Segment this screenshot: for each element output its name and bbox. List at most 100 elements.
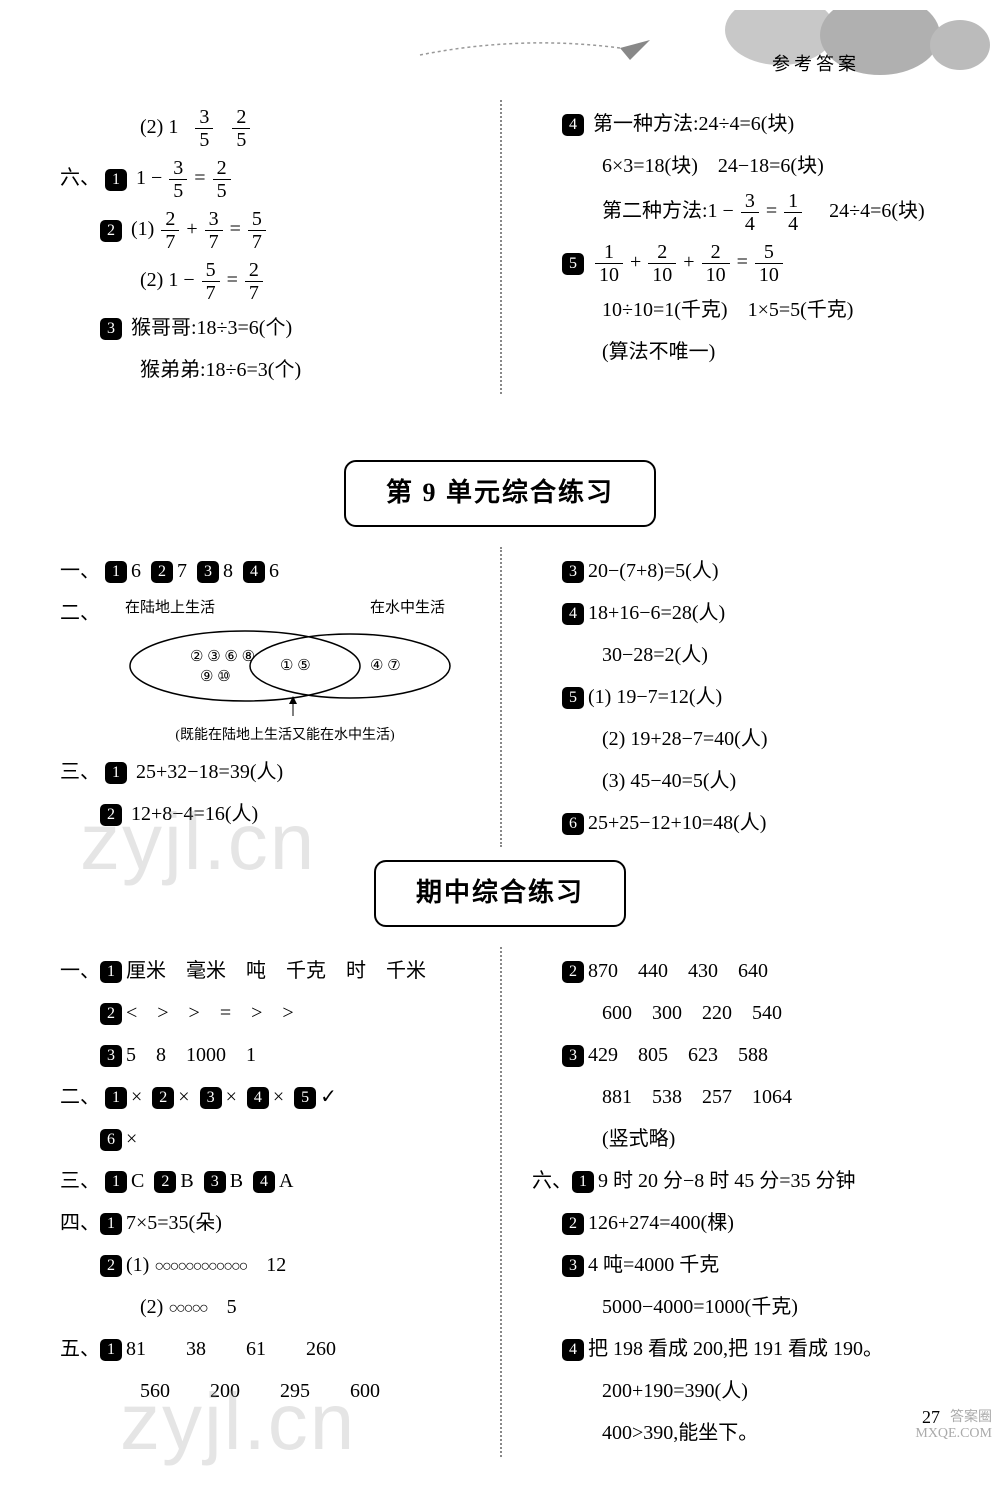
section-title: 期中综合练习 (374, 860, 626, 927)
frac: 25 (232, 106, 250, 151)
txt: (2) 1 (140, 116, 178, 138)
txt: 560 200 295 600 (140, 1380, 380, 1402)
txt: (1) 19−7=12(人) (588, 686, 722, 708)
txt: 30−28=2(人) (602, 644, 708, 666)
badge: 4 (562, 1339, 584, 1361)
frac: 210 (648, 241, 676, 286)
txt: 7×5=35(朵) (126, 1212, 222, 1234)
txt: (3) 45−40=5(人) (602, 770, 736, 792)
s3l5-1b: 560 200 295 600 (60, 1373, 480, 1409)
badge-2: 2 (100, 220, 122, 242)
txt: 6×3=18(块) 24−18=6(块) (602, 155, 824, 177)
frac: 35 (169, 157, 187, 202)
badge: 4 (243, 561, 265, 583)
svg-text:① ⑤: ① ⑤ (280, 658, 311, 674)
txt: B (180, 1170, 193, 1192)
badge: 1 (105, 561, 127, 583)
venn-diagram: ② ③ ⑥ ⑧ ⑨ ⑩ ① ⑤ ④ ⑦ (115, 626, 455, 721)
txt: (2) 1 − (140, 269, 195, 291)
txt: 25+32−18=39(人) (136, 761, 283, 783)
txt: 6 (131, 560, 141, 582)
header-title: 参考答案 (772, 48, 860, 80)
s3r6-3b: 5000−4000=1000(千克) (562, 1289, 980, 1325)
section-midterm: 期中综合练习 一、1厘米 毫米 吨 千克 时 千米 2< > > = > > 3… (0, 840, 1000, 1457)
badge: 1 (100, 961, 122, 983)
sec2-r6: 625+25−12+10=48(人) (562, 805, 980, 841)
badge: 1 (105, 1087, 127, 1109)
sec3-right: 2870 440 430 640 600 300 220 540 3429 80… (500, 947, 1000, 1457)
s3l2-6: 6× (60, 1121, 480, 1157)
circles: ○○○○○○○○○○○○ (154, 1253, 246, 1282)
txt: + (630, 251, 641, 273)
txt: 5000−4000=1000(千克) (602, 1296, 798, 1318)
s3r6-4a: 4把 198 看成 200,把 191 看成 190。 (562, 1331, 980, 1367)
frac: 37 (205, 208, 223, 253)
badge: 5 (294, 1087, 316, 1109)
sec2-l2: 二、 在陆地上生活 在水中生活 ② ③ ⑥ ⑧ ⑨ ⑩ ① ⑤ ④ ⑦ (60, 595, 480, 748)
txt: 25+25−12+10=48(人) (588, 812, 766, 834)
txt: 第一种方法:24÷4=6(块) (593, 113, 794, 135)
badge: 2 (152, 1087, 174, 1109)
section-title-wrap: 第 9 单元综合练习 (0, 460, 1000, 527)
txt: 429 805 623 588 (588, 1044, 768, 1066)
txt: + (683, 251, 694, 273)
frac: 57 (202, 259, 220, 304)
s3r3a: 3429 805 623 588 (562, 1037, 980, 1073)
line-r4b: 6×3=18(块) 24−18=6(块) (562, 148, 980, 184)
txt: 7 (177, 560, 187, 582)
sec3-left: 一、1厘米 毫米 吨 千克 时 千米 2< > > = > > 35 8 100… (0, 947, 500, 1457)
sec2-r4b: 30−28=2(人) (562, 637, 980, 673)
txt: = (737, 251, 748, 273)
txt: 600 300 220 540 (602, 1002, 782, 1024)
svg-text:⑨ ⑩: ⑨ ⑩ (200, 669, 231, 685)
badge: 1 (572, 1171, 594, 1193)
txt: 9 时 20 分−8 时 45 分=35 分钟 (598, 1170, 856, 1192)
label: 一、 (60, 560, 100, 582)
txt: 6 (269, 560, 279, 582)
venn-caption: (既能在陆地上生活又能在水中生活) (105, 723, 465, 748)
txt: 5 (207, 1296, 237, 1318)
badge: 3 (562, 1255, 584, 1277)
txt: 18+16−6=28(人) (588, 602, 725, 624)
txt: (算法不唯一) (602, 341, 715, 363)
s3l1-2: 2< > > = > > (60, 995, 480, 1031)
s3r6-1: 六、19 时 20 分−8 时 45 分=35 分钟 (532, 1163, 980, 1199)
txt: 猴哥哥:18÷3=6(个) (131, 317, 292, 339)
sec2-r5a: 5(1) 19−7=12(人) (562, 679, 980, 715)
txt: 24÷4=6(块) (809, 200, 925, 222)
txt: 400>390,能坐下。 (602, 1422, 758, 1444)
badge: 3 (562, 1045, 584, 1067)
frac: 510 (755, 241, 783, 286)
txt: B (230, 1170, 243, 1192)
txt: (竖式略) (602, 1128, 675, 1150)
sec2-l1: 一、 16 27 38 46 (60, 553, 480, 589)
label: 三、 (60, 761, 100, 783)
s3l2: 二、 1× 2× 3× 4× 5✓ (60, 1079, 480, 1115)
header-graphic (400, 10, 1000, 80)
txt: < > > = > > (126, 1002, 294, 1024)
txt: = (766, 200, 777, 222)
badge: 2 (100, 1255, 122, 1277)
txt: 5 8 1000 1 (126, 1044, 256, 1066)
txt: 870 440 430 640 (588, 960, 768, 982)
s3r3c: (竖式略) (562, 1121, 980, 1157)
line-six-1: 六、 1 1 − 35 = 25 (60, 157, 480, 202)
badge: 4 (247, 1087, 269, 1109)
frac: 210 (702, 241, 730, 286)
txt: = (227, 269, 238, 291)
line-six-2a: 2 (1) 27 + 37 = 57 (60, 208, 480, 253)
sec2-l3-2: 2 12+8−4=16(人) (60, 796, 480, 832)
sec2-r5c: (3) 45−40=5(人) (562, 763, 980, 799)
section-title: 第 9 单元综合练习 (344, 460, 656, 527)
label: 六、 (532, 1170, 572, 1192)
txt: = (194, 167, 205, 189)
txt: ✓ (320, 1086, 337, 1108)
badge: 1 (100, 1339, 122, 1361)
frac: 27 (245, 259, 263, 304)
svg-text:④ ⑦: ④ ⑦ (370, 658, 401, 674)
line-r5a: 5 110 + 210 + 210 = 510 (562, 241, 980, 286)
badge-5: 5 (562, 253, 584, 275)
txt: (2) (140, 1296, 168, 1318)
s3r6-4b: 200+190=390(人) (562, 1373, 980, 1409)
frac: 27 (161, 208, 179, 253)
